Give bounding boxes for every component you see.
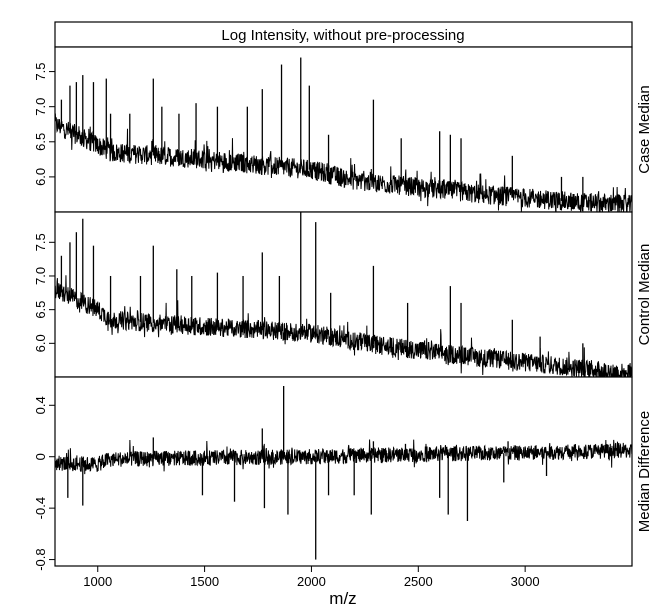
y-tick-label-2-1: 6.0: [33, 334, 48, 352]
y-tick-label-2-4: 7.5: [33, 233, 48, 251]
panel-frame: [54, 211, 633, 378]
y-tick-label-2-3: 7.0: [33, 267, 48, 285]
y-tick-label-2-2: 6.5: [33, 301, 48, 319]
y-tick-label-1-3: 7.0: [33, 98, 48, 116]
x-tick-label-4: 2500: [404, 574, 433, 589]
panel-2: 6.0 6.5 7.0 7.5 Control Median: [33, 211, 653, 382]
panels: 6.0 6.5 7.0 7.5 Case Median 6.0 6.5 7.0 7.5 Contr…: [33, 46, 653, 571]
y-tick-label-1-2: 6.5: [33, 133, 48, 151]
y-tick-label-3-2: -0.4: [33, 497, 48, 519]
panel-label-1: Case Median: [636, 85, 653, 173]
x-tick-label-1: 1000: [83, 574, 112, 589]
series-line-2: [54, 275, 633, 382]
y-tick-label-1-4: 7.5: [33, 63, 48, 81]
y-tick-label-1-1: 6.0: [33, 168, 48, 186]
y-tick-label-3-3: 0: [33, 453, 48, 460]
panel-1: 6.0 6.5 7.0 7.5 Case Median: [33, 46, 653, 219]
series-line-3: [54, 439, 633, 475]
x-tick-label-3: 2000: [297, 574, 326, 589]
x-tick-label-2: 1500: [190, 574, 219, 589]
panel-label-2: Control Median: [636, 244, 653, 346]
x-axis: 1000 1500 2000 2500 3000: [83, 566, 540, 589]
title-strip: [54, 21, 633, 48]
panel-label-3: Median Difference: [636, 411, 653, 532]
series-line-1: [54, 113, 633, 219]
chart-title: Log Intensity, without pre-processing: [221, 27, 464, 44]
y-tick-label-3-4: 0.4: [33, 396, 48, 414]
y-tick-label-3-1: -0.8: [33, 548, 48, 570]
panel-frame: [54, 376, 633, 567]
panel-frame: [54, 46, 633, 213]
panel-3: -0.8 -0.4 0 0.4 Median Difference: [33, 376, 653, 571]
x-axis-label: m/z: [329, 589, 356, 608]
x-tick-label-5: 3000: [511, 574, 540, 589]
